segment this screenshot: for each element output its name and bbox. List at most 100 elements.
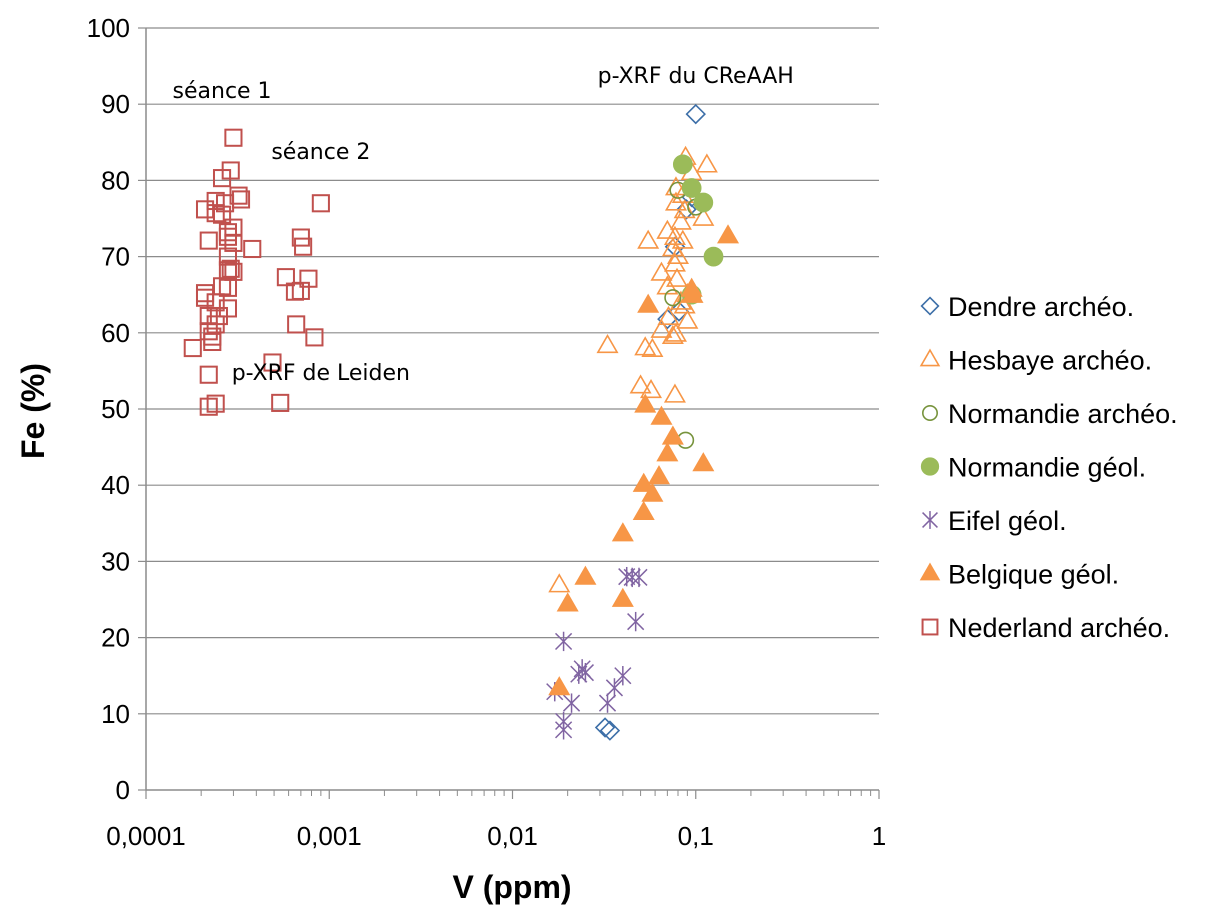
legend-label: Normandie géol. (948, 453, 1146, 483)
data-point (692, 452, 715, 472)
series-diamond-open (594, 103, 706, 741)
annotation-label: séance 1 (173, 79, 272, 104)
legend-label: Normandie archéo. (948, 399, 1178, 429)
y-tick-label: 80 (101, 165, 130, 195)
series-triangle-filled (548, 224, 740, 696)
data-point (271, 393, 290, 412)
annotation-label: séance 2 (271, 140, 370, 165)
data-point (632, 472, 655, 492)
legend-label: Nederland archéo. (948, 613, 1170, 643)
legend-marker (920, 296, 940, 316)
data-point (664, 289, 682, 307)
data-point (639, 378, 663, 399)
data-point (199, 365, 218, 384)
data-point (681, 283, 704, 303)
x-tick-label: 0,1 (678, 821, 714, 851)
data-point (673, 294, 696, 314)
data-point (663, 252, 686, 272)
y-tick-label: 40 (101, 470, 130, 500)
data-point (605, 678, 624, 698)
data-point (661, 324, 684, 345)
data-point (243, 239, 262, 259)
data-point (574, 565, 597, 585)
data-point (199, 231, 218, 250)
data-point (218, 278, 238, 297)
data-point (692, 206, 715, 226)
data-point (215, 194, 235, 213)
data-point (665, 267, 689, 287)
data-point (206, 293, 225, 312)
data-point (664, 322, 687, 342)
data-point (212, 205, 232, 224)
data-point (669, 210, 692, 230)
data-point (276, 268, 295, 287)
data-point (693, 192, 714, 213)
y-tick-label: 20 (101, 623, 130, 653)
data-point (681, 178, 702, 198)
series-square-open (183, 128, 330, 416)
data-point (263, 353, 282, 372)
series-asterisk (546, 566, 648, 740)
data-point (599, 720, 621, 741)
data-point (203, 332, 222, 352)
data-point (629, 374, 652, 394)
data-point (634, 336, 657, 356)
data-point (598, 693, 617, 713)
data-point (199, 397, 218, 416)
legend-marker (919, 348, 941, 367)
data-point (212, 169, 232, 188)
data-point (206, 394, 225, 413)
data-point (661, 425, 684, 445)
data-point (627, 611, 645, 632)
legend-marker (921, 618, 939, 636)
data-point (656, 219, 679, 239)
data-point (294, 237, 313, 256)
data-point (554, 631, 573, 652)
legend-marker (922, 511, 938, 529)
legend-marker (921, 404, 938, 421)
y-tick-label: 90 (101, 89, 130, 119)
y-tick-label: 0 (116, 775, 130, 805)
annotation-label: p-XRF du CReAAH (598, 64, 794, 89)
data-point (634, 393, 657, 413)
data-point (663, 383, 686, 403)
x-tick-label: 0,01 (487, 821, 538, 851)
data-point (637, 229, 660, 249)
legend-label: Dendre archéo. (948, 292, 1134, 322)
y-tick-label: 50 (101, 394, 130, 424)
data-point (641, 337, 664, 357)
y-tick-label: 70 (101, 242, 130, 272)
x-axis-title: V (ppm) (452, 869, 571, 905)
legend-label: Hesbaye archéo. (948, 346, 1152, 376)
data-point (556, 592, 579, 612)
data-point (576, 662, 595, 683)
data-point (195, 288, 215, 307)
data-point (611, 522, 634, 542)
data-point (183, 338, 202, 358)
data-point (611, 587, 634, 607)
data-point (199, 322, 218, 341)
x-tick-label: 1 (872, 821, 886, 851)
data-point (656, 275, 679, 295)
data-point (221, 259, 240, 278)
data-point (562, 693, 581, 713)
data-point (224, 233, 243, 252)
data-point (224, 128, 243, 147)
data-point (630, 567, 648, 588)
data-point (554, 720, 573, 740)
data-point (672, 154, 693, 175)
data-point (206, 204, 225, 223)
data-point (632, 500, 655, 521)
data-point (685, 103, 706, 125)
data-point (664, 191, 687, 211)
legend-marker (920, 457, 940, 476)
y-tick-label: 10 (101, 699, 130, 729)
data-point (195, 284, 215, 303)
legend-label: Eifel géol. (948, 506, 1067, 536)
data-point (657, 305, 680, 325)
series-triangle-open (548, 145, 718, 593)
data-point (650, 405, 673, 425)
data-point (641, 482, 664, 502)
tick-labels: 0 10 20 30 40 50 60 70 80 90 100 0,0001 0,001 0,01 0,1… (87, 13, 887, 851)
